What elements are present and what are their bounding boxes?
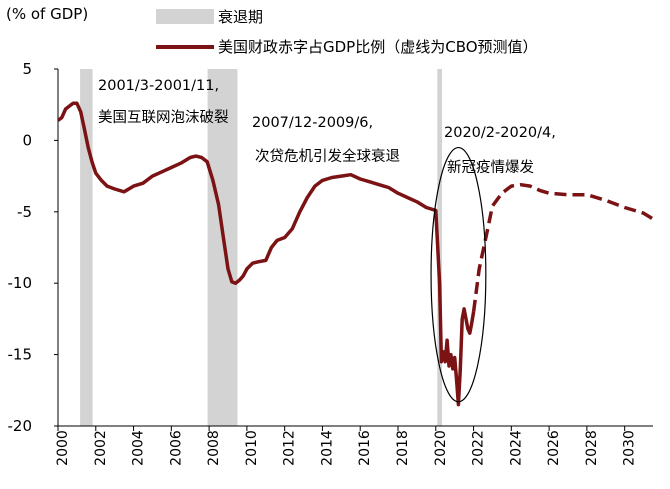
x-tick-label-2: 2004 (131, 430, 147, 466)
annotation-covid-text: 新冠疫情爆发 (447, 160, 534, 176)
legend-series-label: 美国财政赤字占GDP比例（虚线为CBO预测值） (218, 38, 538, 56)
y-tick-label-4: -15 (8, 346, 33, 364)
y-axis-unit-label: (% of GDP) (6, 5, 89, 23)
y-tick-label-3: -10 (8, 274, 33, 292)
legend-recession-label: 衰退期 (218, 8, 264, 26)
y-tick-label-2: -5 (17, 203, 32, 221)
x-tick-label-11: 2022 (471, 430, 487, 466)
y-tick-label-1: 0 (22, 131, 32, 149)
x-tick-label-4: 2008 (206, 430, 222, 466)
x-tick-label-14: 2028 (584, 430, 600, 466)
y-tick-label-0: 5 (22, 60, 32, 78)
recession-band-2 (437, 69, 443, 426)
x-tick-label-12: 2024 (508, 430, 524, 466)
x-tick-label-13: 2026 (546, 430, 562, 466)
forecast-line (471, 182, 654, 313)
legend-recession-swatch (156, 9, 214, 24)
annotation-gfc-text: 次贷危机引发全球衰退 (255, 149, 400, 165)
x-tick-label-3: 2006 (168, 430, 184, 466)
annotation-covid-date: 2020/2-2020/4, (444, 125, 556, 141)
x-tick-label-10: 2020 (433, 430, 449, 466)
x-tick-label-15: 2030 (622, 430, 638, 466)
annotation-dotcom-date: 2001/3-2001/11, (98, 78, 220, 94)
legend-series-swatch (156, 44, 214, 49)
legend-series: 美国财政赤字占GDP比例（虚线为CBO预测值） (156, 36, 538, 57)
annotation-gfc-date: 2007/12-2009/6, (252, 115, 374, 131)
y-tick-label-5: -20 (8, 417, 33, 435)
annotation-dotcom-text: 美国互联网泡沫破裂 (98, 110, 229, 126)
x-tick-label-5: 2010 (244, 430, 260, 466)
x-tick-label-8: 2016 (357, 430, 373, 466)
x-tick-label-6: 2012 (282, 430, 298, 466)
x-tick-label-1: 2002 (93, 430, 109, 466)
recession-band-1 (207, 69, 238, 426)
x-tick-label-7: 2014 (319, 430, 335, 466)
x-tick-label-9: 2018 (395, 430, 411, 466)
legend-recession: 衰退期 (156, 6, 263, 27)
actual-line (56, 101, 476, 407)
x-tick-label-0: 2000 (55, 430, 71, 466)
covid-highlight-ellipse (430, 146, 487, 403)
